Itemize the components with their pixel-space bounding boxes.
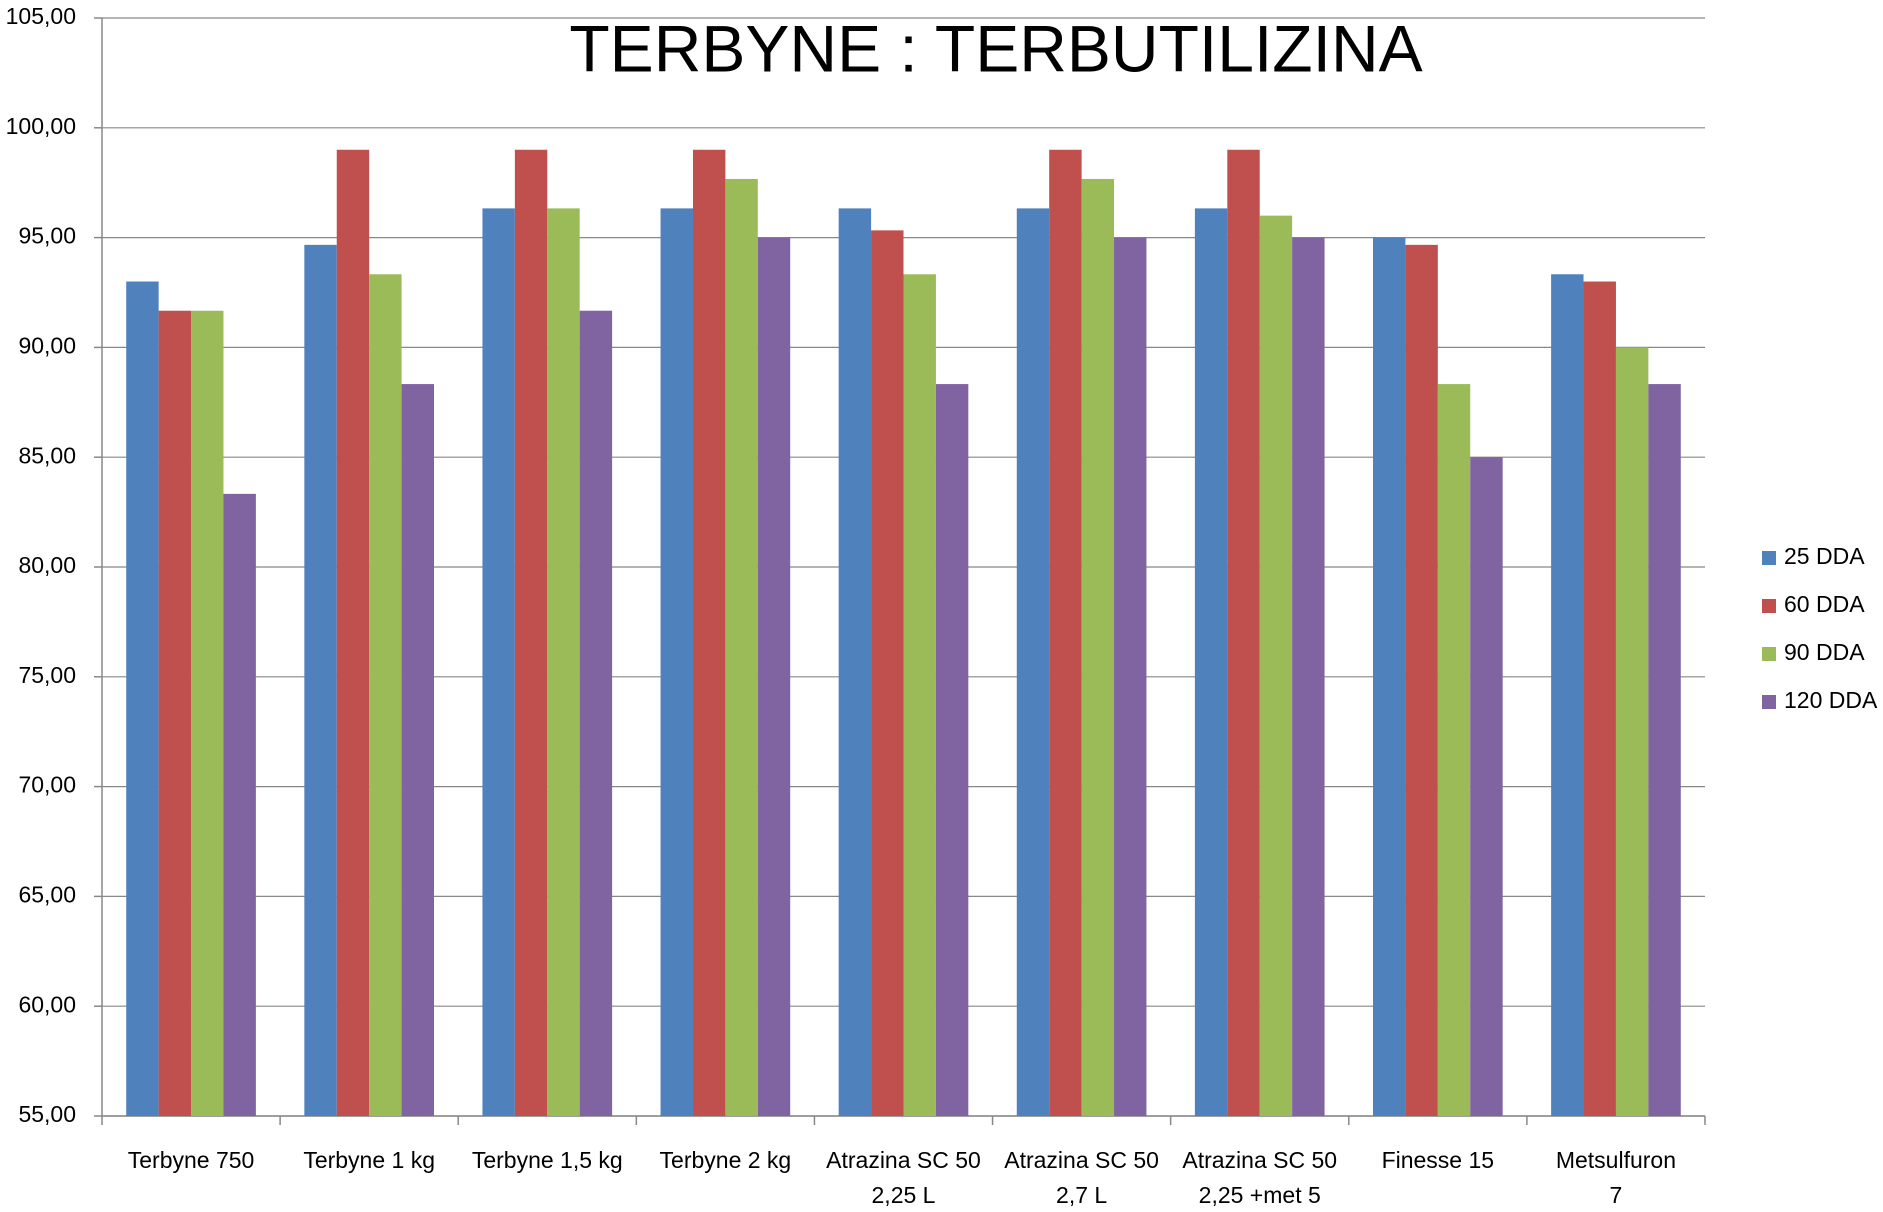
x-tick-label: 2,7 L	[1056, 1182, 1107, 1208]
bar	[1292, 237, 1325, 1117]
bar	[935, 384, 969, 1116]
bar	[158, 310, 192, 1116]
bar	[547, 208, 580, 1117]
bar	[126, 281, 159, 1116]
bar	[903, 274, 936, 1116]
bar	[838, 208, 872, 1117]
x-tick-label: Atrazina SC 50	[1182, 1147, 1337, 1173]
x-tick-label: 2,25 +met 5	[1199, 1182, 1321, 1208]
bar	[725, 178, 758, 1116]
bar	[1114, 237, 1147, 1117]
bar	[336, 149, 370, 1116]
bar	[1016, 208, 1050, 1117]
bar	[1049, 149, 1082, 1116]
legend-swatch	[1762, 647, 1776, 661]
x-tick-label: Finesse 15	[1382, 1147, 1495, 1173]
bar	[1259, 215, 1293, 1116]
y-tick-label: 55,00	[18, 1101, 76, 1127]
bar	[1194, 208, 1228, 1117]
bar	[401, 384, 434, 1116]
x-tick-label: Terbyne 2 kg	[660, 1147, 792, 1173]
x-tick-label: Metsulfuron	[1556, 1147, 1676, 1173]
bar	[482, 208, 515, 1117]
x-tick-label: Terbyne 750	[128, 1147, 255, 1173]
y-tick-label: 85,00	[18, 442, 76, 468]
bar	[369, 274, 402, 1116]
x-tick-label: Terbyne 1 kg	[303, 1147, 435, 1173]
bar	[1648, 384, 1681, 1116]
y-tick-label: 70,00	[18, 772, 76, 798]
bar	[223, 493, 256, 1117]
bar	[871, 230, 904, 1116]
x-tick-label: 2,25 L	[872, 1182, 936, 1208]
bar	[1551, 274, 1584, 1116]
bar	[1405, 244, 1438, 1116]
x-tick-label: Atrazina SC 50	[826, 1147, 981, 1173]
legend-swatch	[1762, 551, 1776, 565]
bar	[1470, 457, 1503, 1116]
y-tick-label: 60,00	[18, 991, 76, 1017]
legend-label: 25 DDA	[1784, 543, 1865, 569]
bar	[757, 237, 791, 1117]
bar	[1437, 384, 1471, 1116]
bar	[1227, 149, 1260, 1116]
bar	[1373, 237, 1406, 1117]
bar	[692, 149, 726, 1116]
y-tick-label: 90,00	[18, 332, 76, 358]
x-tick-label: 7	[1610, 1182, 1623, 1208]
bar	[1081, 178, 1115, 1116]
y-tick-label: 95,00	[18, 223, 76, 249]
y-tick-label: 65,00	[18, 881, 76, 907]
bar	[514, 149, 548, 1116]
legend-label: 60 DDA	[1784, 591, 1865, 617]
legend-swatch	[1762, 599, 1776, 613]
legend-swatch	[1762, 695, 1776, 709]
bar	[1615, 347, 1649, 1116]
y-tick-label: 105,00	[6, 3, 76, 29]
y-tick-label: 75,00	[18, 662, 76, 688]
bar	[1583, 281, 1616, 1116]
legend-label: 90 DDA	[1784, 639, 1865, 665]
bar	[191, 310, 224, 1116]
x-tick-label: Atrazina SC 50	[1004, 1147, 1159, 1173]
chart-title: TERBYNE : TERBUTILIZINA	[569, 11, 1422, 85]
bar	[660, 208, 693, 1117]
y-tick-label: 80,00	[18, 552, 76, 578]
x-tick-label: Terbyne 1,5 kg	[472, 1147, 623, 1173]
bar	[579, 310, 613, 1116]
y-tick-label: 100,00	[6, 113, 76, 139]
legend-label: 120 DDA	[1784, 687, 1878, 713]
bar	[304, 244, 337, 1116]
